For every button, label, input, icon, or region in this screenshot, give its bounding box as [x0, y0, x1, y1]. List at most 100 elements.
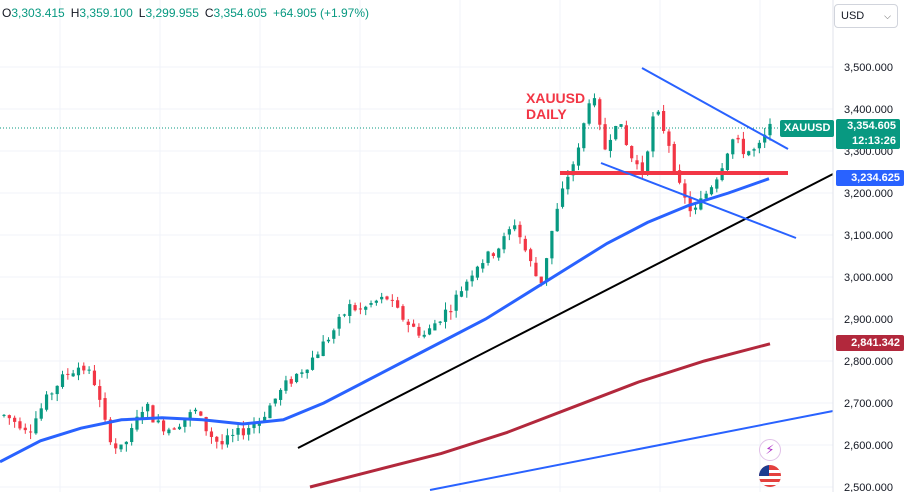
candle: [18, 417, 22, 431]
candle: [279, 388, 283, 406]
candle-body: [741, 138, 746, 155]
candle: [443, 302, 448, 329]
close-label: C: [204, 6, 214, 20]
candle: [603, 117, 607, 151]
candle: [316, 351, 320, 359]
us-flag-icon[interactable]: [759, 465, 781, 487]
candle: [348, 299, 352, 324]
candle: [66, 368, 70, 380]
triangle-lower-line: [600, 162, 797, 239]
symbol-tag: XAUUSD: [780, 120, 835, 137]
candle: [560, 181, 565, 209]
candle: [736, 134, 740, 144]
candle-body: [560, 188, 565, 207]
candle-body: [2, 414, 6, 416]
candle: [172, 427, 176, 430]
candle: [39, 403, 43, 421]
candle: [486, 250, 490, 266]
candle: [513, 219, 517, 232]
candle: [459, 286, 464, 298]
candle: [518, 221, 522, 244]
candle-body: [55, 385, 59, 395]
candle-body: [247, 428, 251, 435]
candle: [342, 313, 347, 318]
candle-body: [624, 125, 628, 145]
candle-body: [204, 416, 208, 432]
candle: [576, 143, 581, 171]
chart-annotation: XAUUSD DAILY: [526, 90, 585, 122]
candle: [364, 305, 368, 316]
candle-body: [709, 187, 714, 195]
candle: [193, 407, 198, 414]
candle: [337, 313, 341, 336]
candle: [55, 385, 59, 402]
candle-body: [60, 374, 65, 387]
candle: [268, 403, 272, 419]
high-label: H: [70, 6, 80, 20]
candle-body: [220, 441, 224, 445]
candle-body: [348, 304, 352, 316]
candle: [236, 423, 240, 441]
candle-body: [167, 429, 171, 434]
trendline-lower-channel: [429, 410, 834, 491]
candle: [752, 147, 756, 157]
candle: [2, 414, 6, 418]
candle-body: [725, 153, 730, 171]
candle-body: [640, 162, 644, 175]
bolt-icon[interactable]: ⚡: [759, 439, 781, 461]
candle: [273, 398, 277, 407]
candle: [177, 423, 182, 430]
candle-body: [571, 164, 575, 176]
candle: [406, 319, 410, 333]
candle: [326, 337, 331, 344]
y-tick-label: 3,000.000: [844, 272, 893, 284]
y-tick-label: 2,800.000: [844, 356, 893, 368]
candle-body: [130, 428, 134, 443]
candle: [146, 402, 150, 418]
candle-body: [768, 123, 772, 136]
candle-body: [443, 309, 448, 322]
current-price: 3,354.605: [847, 120, 896, 132]
candle-body: [454, 294, 458, 311]
bar-countdown: 12:13:26: [851, 135, 896, 147]
candle: [592, 93, 597, 108]
candle: [114, 438, 118, 454]
candle: [507, 226, 511, 241]
candle-body: [50, 393, 54, 395]
candle-body: [241, 428, 245, 436]
annotation-timeframe: DAILY: [526, 106, 567, 122]
candle-body: [358, 308, 363, 310]
candle-body: [715, 179, 719, 189]
currency-select[interactable]: USD ⌵: [834, 4, 898, 28]
candle-body: [614, 125, 618, 140]
high-value: 3,359.100: [79, 6, 133, 20]
ma-fast-price-tag: 3,234.625: [836, 170, 904, 186]
candle-body: [507, 229, 511, 235]
candle: [300, 369, 304, 378]
y-tick-label: 3,500.000: [844, 62, 893, 74]
candle-body: [273, 398, 277, 404]
change-value: +64.905 (+1.97%): [272, 6, 370, 20]
candle: [550, 230, 554, 265]
candle-body: [677, 170, 682, 183]
open-label: O: [2, 6, 12, 20]
candle-body: [481, 263, 485, 269]
candle-body: [108, 419, 112, 443]
candle: [28, 424, 33, 440]
candle: [321, 335, 325, 357]
candle-body: [752, 149, 756, 151]
candle: [353, 302, 357, 312]
y-axis: 3,500.000 3,400.000 3,300.000 3,200.000 3,10…: [844, 62, 893, 492]
annotation-symbol: XAUUSD: [526, 90, 586, 106]
candle-body: [523, 238, 527, 251]
candle-body: [252, 423, 256, 429]
candle-body: [263, 416, 267, 421]
candle: [454, 290, 458, 318]
candle: [449, 304, 453, 320]
candle-body: [183, 419, 187, 427]
candle: [23, 423, 27, 434]
candle: [768, 118, 772, 141]
candle-body: [518, 224, 522, 238]
candle: [635, 154, 639, 170]
